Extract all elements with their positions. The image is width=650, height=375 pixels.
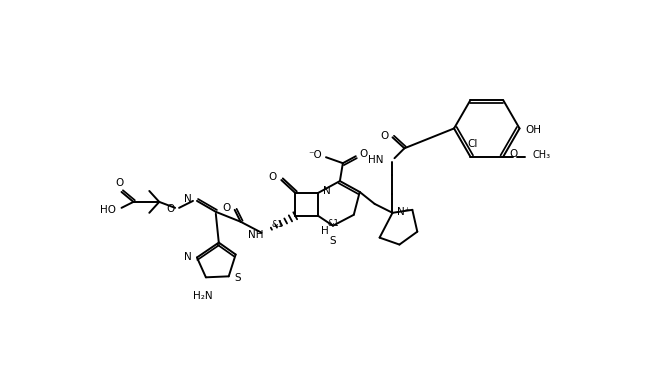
Text: H: H [321, 226, 329, 236]
Text: S: S [235, 273, 241, 284]
Text: O: O [222, 203, 231, 213]
Text: HN: HN [368, 155, 384, 165]
Text: HO: HO [99, 205, 116, 215]
Text: N: N [323, 186, 331, 196]
Text: H₂N: H₂N [193, 291, 213, 301]
Text: O: O [509, 149, 517, 159]
Text: &1: &1 [272, 220, 283, 229]
Text: Cl: Cl [467, 139, 478, 149]
Text: OH: OH [525, 125, 541, 135]
Text: ⁻O: ⁻O [308, 150, 322, 160]
Text: N: N [184, 252, 192, 262]
Text: O: O [380, 131, 389, 141]
Text: &1: &1 [328, 219, 340, 228]
Text: O: O [167, 204, 175, 214]
Text: NH: NH [248, 230, 263, 240]
Text: O: O [268, 172, 276, 182]
Text: N: N [184, 194, 192, 204]
Text: CH₃: CH₃ [533, 150, 551, 160]
Text: O: O [359, 149, 368, 159]
Text: N⁺: N⁺ [397, 207, 411, 217]
Text: S: S [330, 236, 336, 246]
Text: O: O [116, 178, 124, 188]
